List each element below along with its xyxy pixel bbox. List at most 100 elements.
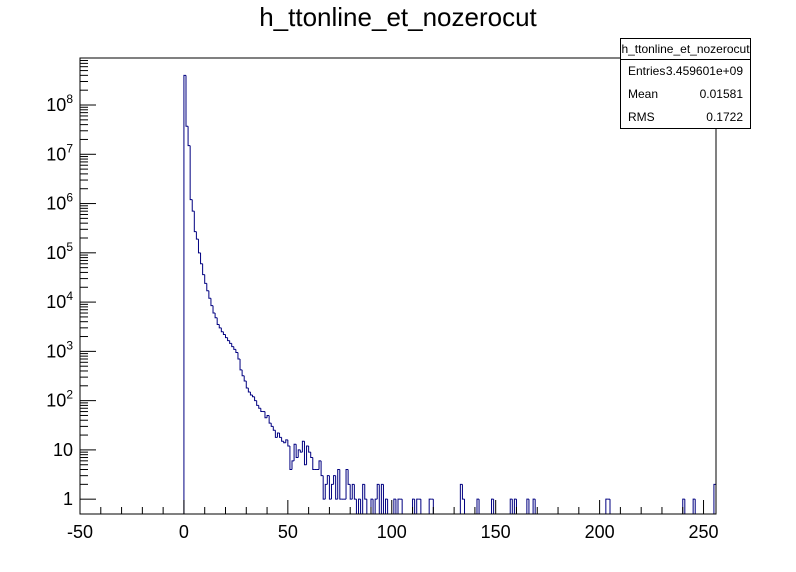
hist-bin	[276, 432, 280, 438]
hist-bin	[347, 469, 351, 485]
hist-bin	[297, 449, 301, 458]
hist-bin	[222, 331, 226, 335]
hist-bin	[362, 483, 365, 514]
y-tick-label: 105	[46, 240, 73, 263]
hist-bin	[509, 498, 513, 514]
hist-bin	[266, 414, 270, 418]
hist-bin	[401, 499, 405, 515]
chart-title: h_ttonline_et_nozerocut	[259, 2, 537, 32]
hist-bin	[337, 469, 340, 500]
stats-value: 0.1722	[706, 110, 743, 124]
hist-bin	[333, 475, 336, 485]
stats-row-mean: Mean 0.01581	[621, 83, 750, 106]
hist-bin	[491, 498, 494, 514]
hist-bin	[220, 327, 224, 333]
stats-value: 0.01581	[699, 87, 743, 101]
stats-row-entries: Entries 3.459601e+09	[621, 60, 750, 83]
hist-bin	[528, 499, 532, 515]
hist-bin	[684, 499, 687, 515]
hist-bin	[208, 290, 211, 299]
hist-bin	[374, 498, 378, 514]
hist-bin	[420, 499, 423, 515]
hist-bin	[247, 388, 251, 393]
hist-bin	[459, 483, 463, 514]
hist-bin	[387, 499, 390, 515]
hist-bin	[364, 484, 367, 500]
hist-bin	[224, 334, 228, 339]
hist-bin	[291, 460, 295, 470]
hist-bin	[258, 405, 261, 409]
stats-label: RMS	[628, 110, 655, 124]
hist-bin	[272, 426, 276, 431]
hist-bin	[308, 445, 311, 453]
hist-bin	[692, 498, 696, 514]
hist-bin	[295, 444, 299, 459]
hist-bin	[345, 469, 349, 500]
hist-bin	[513, 498, 517, 514]
hist-bin	[252, 395, 255, 398]
hist-bin	[532, 498, 536, 514]
hist-bin	[328, 475, 332, 500]
hist-bin	[260, 408, 263, 413]
hist-bin	[233, 346, 236, 350]
hist-bin	[202, 263, 205, 276]
hist-bin	[303, 441, 307, 466]
hist-bin	[214, 313, 218, 319]
y-tick-label: 108	[46, 92, 73, 115]
hist-bin	[268, 415, 272, 424]
hist-bin	[301, 440, 305, 453]
hist-bin	[353, 484, 357, 500]
stats-value: 3.459601e+09	[665, 64, 743, 78]
hist-bin	[694, 499, 698, 515]
hist-bin	[241, 369, 245, 377]
stats-label: Mean	[628, 87, 659, 101]
hist-bin	[279, 433, 282, 438]
hist-bin	[189, 145, 193, 201]
hist-bin	[293, 443, 297, 461]
hist-bin	[339, 469, 342, 500]
hist-bin	[254, 396, 257, 402]
hist-bin	[713, 483, 716, 514]
stats-label: Entries	[628, 64, 666, 78]
hist-bin	[216, 317, 220, 326]
x-tick-label: 100	[377, 522, 407, 542]
hist-bin	[231, 343, 234, 348]
hist-bin	[274, 430, 278, 438]
hist-bin	[191, 199, 195, 212]
hist-bin	[326, 475, 330, 485]
y-tick-label: 104	[46, 289, 73, 312]
x-tick-label: 0	[179, 522, 189, 542]
x-tick-label: -50	[67, 522, 93, 542]
hist-bin	[235, 349, 238, 353]
hist-bin	[229, 340, 232, 344]
hist-bin	[380, 483, 384, 514]
hist-bin	[210, 298, 214, 307]
hist-bin	[239, 358, 243, 371]
hist-bin	[183, 74, 186, 514]
hist-bin	[393, 498, 396, 514]
hist-bin	[200, 252, 203, 265]
stats-title: h_ttonline_et_nozerocut	[621, 39, 750, 60]
hist-bin	[376, 483, 380, 500]
x-tick-label: 150	[481, 522, 511, 542]
hist-bin	[306, 445, 309, 465]
hist-bin	[281, 437, 284, 442]
hist-bin	[478, 499, 482, 515]
hist-bin	[185, 75, 189, 127]
hist-bin	[476, 498, 480, 514]
hist-bin	[330, 483, 334, 500]
y-tick-label: 106	[46, 191, 73, 214]
hist-bin	[605, 498, 608, 514]
y-tick-label: 1	[63, 489, 73, 509]
hist-bin	[416, 498, 419, 514]
hist-bin	[212, 305, 216, 314]
x-tick-label: 200	[585, 522, 615, 542]
hist-bin	[264, 411, 268, 419]
x-tick-label: 50	[278, 522, 298, 542]
hist-bin	[609, 499, 613, 515]
hist-bin	[351, 483, 355, 500]
y-tick-label: 10	[53, 440, 73, 460]
hist-bin	[193, 211, 197, 233]
hist-bin	[349, 484, 353, 500]
x-tick-label: 250	[689, 522, 719, 542]
